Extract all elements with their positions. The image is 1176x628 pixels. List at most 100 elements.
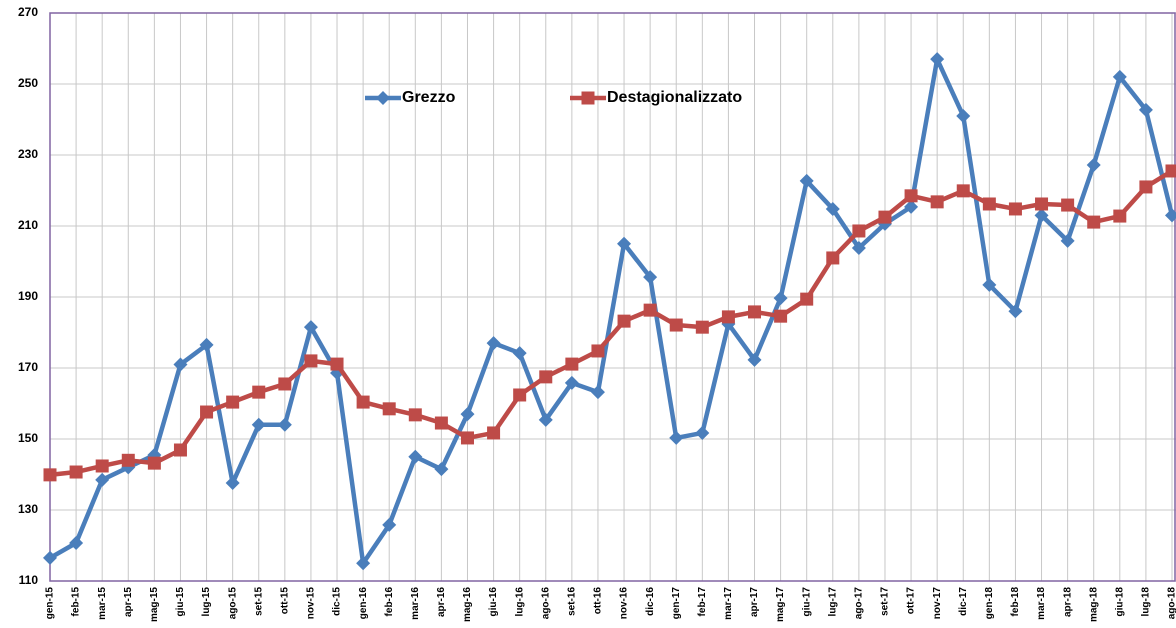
point — [69, 536, 84, 551]
point — [1061, 198, 1075, 212]
y-tick-label: 210 — [18, 218, 38, 232]
point — [408, 449, 423, 464]
y-tick-label: 190 — [18, 289, 38, 303]
point — [226, 395, 240, 409]
x-tick-label: giu-17 — [801, 587, 812, 617]
x-tick-label: dic-15 — [332, 587, 343, 616]
point — [1165, 208, 1176, 223]
point — [1165, 164, 1176, 178]
point — [643, 303, 657, 317]
point — [878, 210, 892, 224]
point — [800, 292, 814, 306]
x-tick-label: mag-15 — [149, 587, 160, 622]
x-tick-label: ott-16 — [593, 587, 604, 615]
x-tick-label: dic-17 — [958, 587, 969, 616]
point — [434, 416, 448, 430]
point — [487, 426, 501, 440]
point — [95, 472, 110, 487]
point — [460, 407, 475, 422]
point — [225, 476, 240, 491]
x-tick-label: apr-16 — [436, 587, 447, 617]
point — [173, 443, 187, 457]
series-line — [48, 56, 1175, 566]
legend-marker — [581, 91, 595, 105]
y-tick-label: 230 — [18, 147, 38, 161]
point — [382, 517, 397, 532]
point — [356, 556, 371, 571]
point — [982, 197, 996, 211]
point — [826, 251, 840, 265]
point — [330, 357, 344, 371]
x-tick-label: nov-16 — [619, 587, 630, 620]
point — [512, 346, 527, 361]
point — [1139, 180, 1153, 194]
x-tick-label: set-16 — [567, 587, 578, 616]
point — [669, 430, 684, 445]
point — [460, 431, 474, 445]
x-tick-label: lug-15 — [201, 587, 212, 617]
y-tick-label: 270 — [18, 5, 38, 19]
point — [1112, 69, 1127, 84]
point — [669, 318, 683, 332]
point — [513, 388, 527, 402]
point — [200, 405, 214, 419]
point — [930, 195, 944, 209]
point — [121, 453, 135, 467]
y-tick-label: 250 — [18, 76, 38, 90]
point — [1008, 304, 1023, 319]
x-tick-label: apr-17 — [749, 587, 760, 617]
point — [1035, 197, 1049, 211]
point — [382, 402, 396, 416]
point — [721, 310, 735, 324]
x-tick-label: gen-17 — [671, 587, 682, 620]
x-tick-label: feb-16 — [384, 587, 395, 617]
point — [695, 320, 709, 334]
point — [1138, 102, 1153, 117]
point — [277, 417, 292, 432]
x-tick-label: gen-18 — [984, 587, 995, 620]
x-tick-label: set-15 — [253, 587, 264, 616]
point — [1008, 202, 1022, 216]
y-tick-label: 170 — [18, 360, 38, 374]
point — [617, 314, 631, 328]
legend-marker — [376, 91, 390, 105]
point — [1034, 208, 1049, 223]
x-tick-label: apr-18 — [1062, 587, 1073, 617]
legend-label: Destagionalizzato — [607, 89, 742, 106]
point — [1113, 209, 1127, 223]
point — [747, 352, 762, 367]
x-tick-label: feb-17 — [697, 587, 708, 617]
point — [408, 408, 422, 422]
y-tick-label: 130 — [18, 502, 38, 516]
x-tick-label: ago-18 — [1167, 587, 1176, 620]
x-tick-label: nov-17 — [932, 587, 943, 620]
point — [278, 377, 292, 391]
point — [565, 357, 579, 371]
x-tick-label: ago-15 — [227, 587, 238, 620]
point — [303, 320, 318, 335]
x-tick-label: mar-18 — [1036, 587, 1047, 620]
point — [95, 459, 109, 473]
point — [486, 336, 501, 351]
point — [851, 241, 866, 256]
point — [643, 270, 658, 285]
point — [774, 309, 788, 323]
point — [173, 357, 188, 372]
x-tick-label: feb-18 — [1010, 587, 1021, 617]
x-tick-label: feb-15 — [71, 587, 82, 617]
point — [748, 305, 762, 319]
point — [695, 425, 710, 440]
point — [69, 465, 83, 479]
point — [904, 199, 919, 214]
x-tick-label: ott-17 — [906, 587, 917, 615]
point — [564, 375, 579, 390]
point — [956, 184, 970, 198]
x-tick-label: gen-15 — [45, 587, 56, 620]
point — [539, 370, 553, 384]
x-tick-label: mar-16 — [410, 587, 421, 620]
point — [43, 550, 57, 565]
point — [251, 417, 266, 432]
point — [982, 277, 997, 292]
point — [590, 385, 605, 400]
x-tick-label: ott-15 — [279, 587, 290, 615]
